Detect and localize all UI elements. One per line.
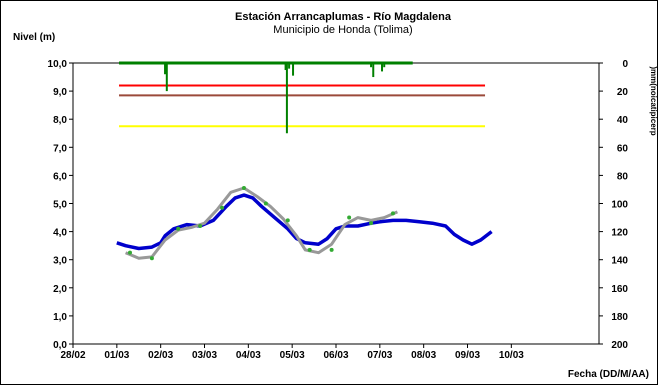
y2-tick-label: 160 — [611, 284, 628, 295]
x-tick-label: 08/03 — [411, 350, 436, 361]
y2-tick-label: 140 — [611, 256, 628, 267]
chart-title: Estación Arrancaplumas - Río Magdalena — [235, 11, 452, 23]
x-tick-label: 06/03 — [323, 350, 348, 361]
y-tick-label: 3,0 — [53, 256, 67, 267]
level-point — [347, 215, 352, 220]
level-point — [220, 205, 225, 210]
level-point — [329, 247, 334, 252]
y2-tick-label: 40 — [617, 115, 629, 126]
y2-tick-label: 120 — [611, 228, 628, 239]
x-tick-label: 07/03 — [367, 350, 392, 361]
y2-tick-label: 20 — [617, 87, 629, 98]
x-tick-label: 02/03 — [148, 350, 173, 361]
y-tick-label: 6,0 — [53, 171, 67, 182]
level-point — [176, 226, 181, 231]
plot-border — [72, 62, 600, 345]
y-tick-label: 4,0 — [53, 228, 67, 239]
level-point — [198, 223, 203, 228]
level-point — [369, 221, 374, 226]
y-axis-label: Nivel (m) — [13, 32, 55, 43]
y2-tick-label: 60 — [617, 143, 629, 154]
level-point — [285, 218, 290, 223]
y2-tick-label: 180 — [611, 312, 628, 323]
level-point — [390, 211, 395, 216]
y-tick-label: 9,0 — [53, 87, 67, 98]
y-tick-label: 8,0 — [53, 115, 67, 126]
chart-subtitle: Municipio de Honda (Tolima) — [273, 24, 412, 36]
y-tick-label: 0,0 — [53, 340, 67, 351]
y-tick-label: 5,0 — [53, 200, 67, 211]
x-tick-label: 28/02 — [60, 350, 85, 361]
y2-tick-label: 0 — [622, 59, 628, 70]
x-tick-label: 10/03 — [499, 350, 524, 361]
smoothed-level-line — [125, 186, 398, 260]
level-point — [307, 247, 312, 252]
x-tick-label: 04/03 — [236, 350, 261, 361]
y2-tick-label: 80 — [617, 171, 629, 182]
level-point — [263, 201, 268, 206]
observed-level-line — [116, 193, 493, 251]
y-tick-label: 10,0 — [48, 59, 68, 70]
level-point — [127, 250, 132, 255]
y2-axis-label: )mm(noicatipicerp — [649, 66, 657, 135]
y2-tick-label: 100 — [611, 200, 628, 211]
x-tick-label: 03/03 — [192, 350, 217, 361]
x-tick-label: 01/03 — [104, 350, 129, 361]
x-tick-label: 09/03 — [455, 350, 480, 361]
x-axis-label: Fecha (DD/M/AA) — [568, 369, 649, 380]
y-tick-label: 2,0 — [53, 284, 67, 295]
y-tick-label: 1,0 — [53, 312, 67, 323]
level-point — [149, 256, 154, 261]
level-point — [241, 186, 246, 191]
x-tick-label: 05/03 — [280, 350, 305, 361]
y-tick-label: 7,0 — [53, 143, 67, 154]
y2-tick-label: 200 — [611, 340, 628, 351]
plot-area: 0,01,02,03,04,05,06,07,08,09,010,0200180… — [48, 59, 629, 361]
